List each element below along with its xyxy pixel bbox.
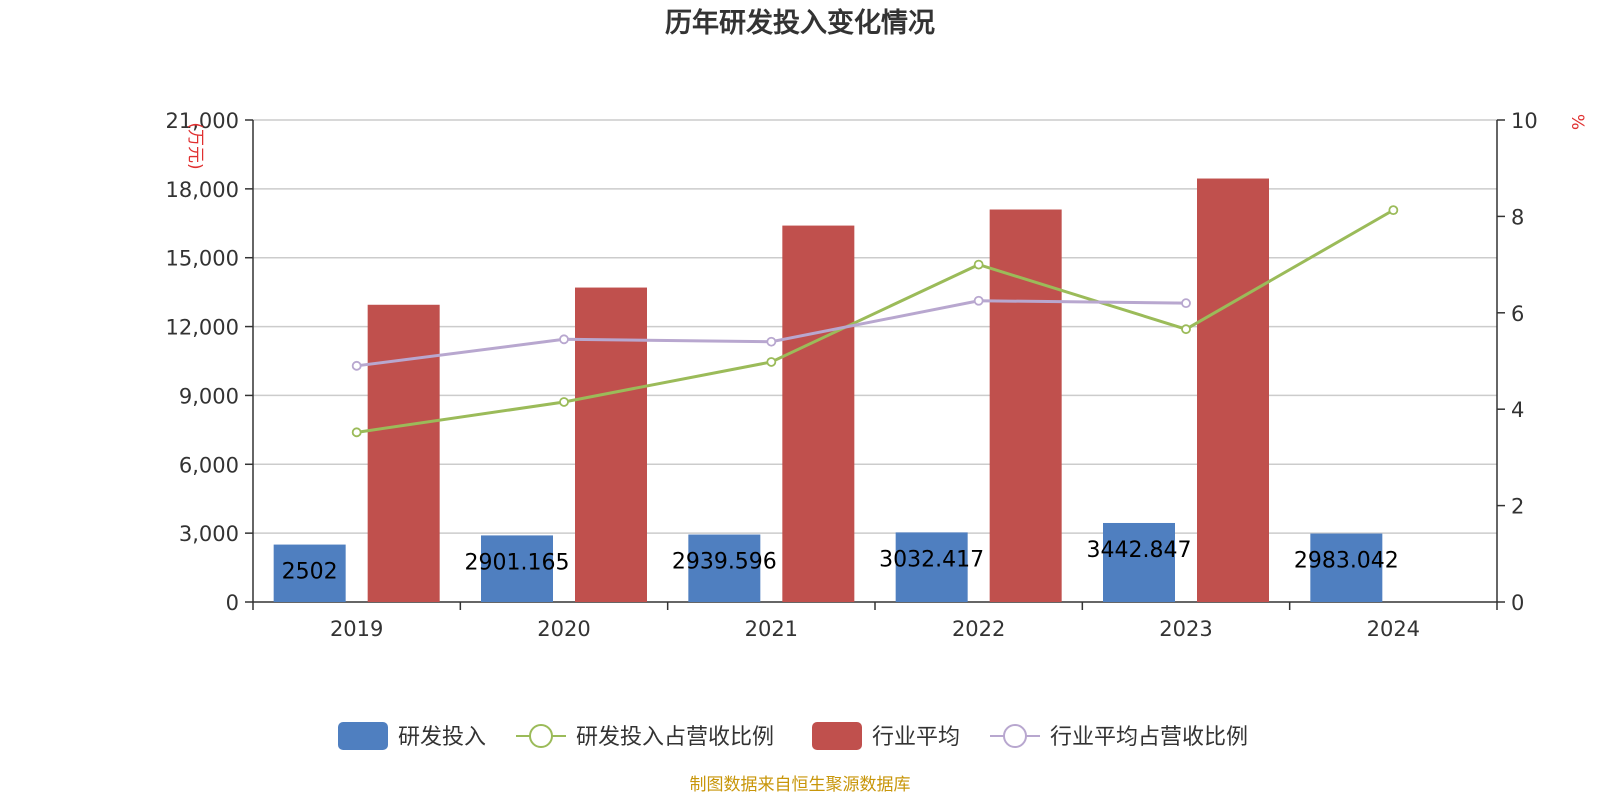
bar-data-label: 3032.417 xyxy=(879,547,984,572)
legend-swatch-bar[interactable] xyxy=(338,722,388,750)
right-tick-label: 10 xyxy=(1511,109,1538,133)
line-point xyxy=(1181,324,1191,335)
x-tick-label: 2021 xyxy=(745,617,798,641)
bar-data-label: 2983.042 xyxy=(1294,549,1399,574)
right-tick-label: 4 xyxy=(1511,398,1524,422)
line-point xyxy=(1388,205,1399,216)
bars xyxy=(273,178,1383,603)
x-tick-label: 2022 xyxy=(952,617,1005,641)
bar-rd xyxy=(1310,533,1383,602)
right-tick-label: 8 xyxy=(1511,205,1524,229)
chart-title: 历年研发投入变化情况 xyxy=(665,7,935,39)
left-tick-label: 21,000 xyxy=(166,109,239,133)
x-tick-label: 2024 xyxy=(1367,617,1420,641)
bar-data-label: 2901.165 xyxy=(465,550,570,575)
x-tick-label: 2019 xyxy=(330,617,383,641)
legend-label[interactable]: 行业平均占营收比例 xyxy=(1050,725,1248,750)
line-point xyxy=(559,397,569,407)
left-tick-label: 12,000 xyxy=(166,316,239,340)
left-axis-unit: (万元) xyxy=(185,122,205,169)
bar-industry xyxy=(1197,178,1269,602)
bar-industry xyxy=(989,209,1062,602)
left-tick-label: 15,000 xyxy=(166,247,239,271)
bar-industry xyxy=(575,287,647,602)
bar-rd xyxy=(1103,522,1175,602)
lines xyxy=(351,205,1399,438)
line-point xyxy=(973,295,984,306)
legend-swatch-marker[interactable] xyxy=(1003,724,1027,748)
bar-data-label: 2939.596 xyxy=(672,550,777,575)
left-tick-label: 3,000 xyxy=(179,522,239,546)
line-point xyxy=(766,357,777,367)
bar-rd xyxy=(481,535,553,602)
bar-rd xyxy=(688,534,761,602)
line-point xyxy=(1181,298,1191,309)
bar-rd xyxy=(273,544,346,602)
x-tick-label: 2020 xyxy=(537,617,590,641)
legend[interactable]: 研发投入 研发投入占营收比例 行业平均 行业平均占营收比例 xyxy=(338,722,1248,750)
line-point xyxy=(351,427,362,438)
legend-label[interactable]: 研发投入占营收比例 xyxy=(576,725,774,750)
axes: 0 3,000 6,000 9,000 12,000 15,000 18,000 21,000… xyxy=(166,109,1587,641)
legend-swatch-bar[interactable] xyxy=(812,722,862,750)
bar-data-label: 2502 xyxy=(282,560,338,585)
right-tick-label: 0 xyxy=(1511,591,1524,615)
legend-label[interactable]: 研发投入 xyxy=(398,725,486,750)
bar-rd xyxy=(895,532,968,602)
grid-lines xyxy=(253,119,1497,534)
right-axis-unit: % xyxy=(1567,114,1587,130)
legend-swatch-marker[interactable] xyxy=(529,724,553,748)
bar-industry xyxy=(367,304,440,602)
line-point xyxy=(973,259,984,270)
x-tick-label: 2023 xyxy=(1159,617,1212,641)
left-tick-label: 9,000 xyxy=(179,384,239,408)
line-point xyxy=(559,334,569,345)
line-point xyxy=(766,336,777,347)
right-tick-label: 2 xyxy=(1511,495,1524,519)
source-note: 制图数据来自恒生聚源数据库 xyxy=(690,775,911,795)
series-line xyxy=(356,208,1395,434)
left-tick-label: 18,000 xyxy=(166,178,239,202)
bar-industry xyxy=(782,225,855,603)
right-tick-label: 6 xyxy=(1511,302,1524,326)
left-tick-label: 6,000 xyxy=(179,453,239,477)
left-tick-label: 0 xyxy=(226,591,239,615)
bar-data-label: 3442.847 xyxy=(1087,538,1192,563)
data-labels: 2502 2901.165 2939.596 3032.417 3442.847 2983… xyxy=(282,538,1399,585)
legend-label[interactable]: 行业平均 xyxy=(872,725,960,750)
line-point xyxy=(351,360,362,371)
